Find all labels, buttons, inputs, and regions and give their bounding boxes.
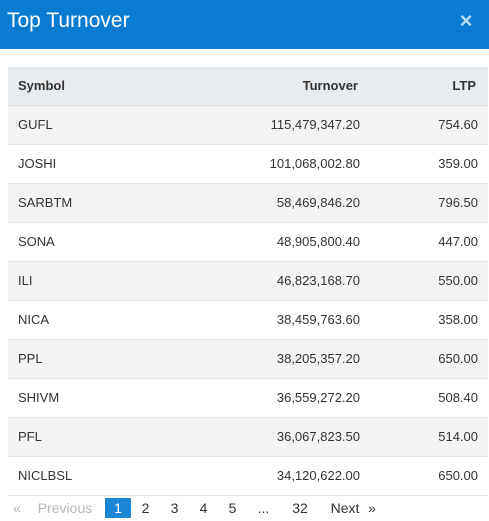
turnover-table-container: Symbol Turnover LTP GUFL 115,479,347.20 … bbox=[8, 67, 488, 496]
cell-ltp: 508.40 bbox=[360, 378, 488, 418]
previous-page-button[interactable]: Previous bbox=[37, 500, 93, 516]
cell-ltp: 550.00 bbox=[360, 261, 488, 301]
page-button-2[interactable]: 2 bbox=[141, 500, 150, 516]
cell-ltp: 650.00 bbox=[360, 456, 488, 496]
cell-symbol: GUFL bbox=[8, 105, 168, 145]
next-page-button[interactable]: Next bbox=[330, 500, 360, 516]
table-row: NICA 38,459,763.60 358.00 bbox=[8, 300, 488, 340]
cell-turnover: 58,469,846.20 bbox=[168, 183, 360, 223]
page-button-1[interactable]: 1 bbox=[105, 498, 131, 518]
cell-symbol: SHIVM bbox=[8, 378, 168, 418]
page-button-3[interactable]: 3 bbox=[170, 500, 179, 516]
cell-turnover: 101,068,002.80 bbox=[168, 144, 360, 184]
pagination: « Previous 1 2 3 4 5 ... 32 Next » bbox=[8, 497, 379, 519]
cell-ltp: 754.60 bbox=[360, 105, 488, 145]
table-row: NICLBSL 34,120,622.00 650.00 bbox=[8, 456, 488, 496]
cell-symbol: SONA bbox=[8, 222, 168, 262]
page-button-32[interactable]: 32 bbox=[292, 500, 308, 516]
cell-turnover: 46,823,168.70 bbox=[168, 261, 360, 301]
cell-symbol: NICLBSL bbox=[8, 456, 168, 496]
first-page-icon[interactable]: « bbox=[13, 500, 21, 516]
cell-turnover: 48,905,800.40 bbox=[168, 222, 360, 262]
cell-symbol: PFL bbox=[8, 417, 168, 457]
cell-turnover: 34,120,622.00 bbox=[168, 456, 360, 496]
cell-ltp: 359.00 bbox=[360, 144, 488, 184]
page-button-5[interactable]: 5 bbox=[228, 500, 237, 516]
cell-turnover: 36,067,823.50 bbox=[168, 417, 360, 457]
cell-turnover: 38,459,763.60 bbox=[168, 300, 360, 340]
table-header-row: Symbol Turnover LTP bbox=[8, 67, 488, 106]
last-page-icon[interactable]: » bbox=[368, 500, 376, 516]
table-row: ILI 46,823,168.70 550.00 bbox=[8, 261, 488, 301]
table-row: JOSHI 101,068,002.80 359.00 bbox=[8, 144, 488, 184]
cell-symbol: NICA bbox=[8, 300, 168, 340]
column-header-symbol[interactable]: Symbol bbox=[8, 67, 168, 106]
cell-turnover: 115,479,347.20 bbox=[168, 105, 360, 145]
close-icon[interactable]: × bbox=[459, 8, 473, 33]
table-row: PFL 36,067,823.50 514.00 bbox=[8, 417, 488, 457]
cell-ltp: 796.50 bbox=[360, 183, 488, 223]
table-row: SHIVM 36,559,272.20 508.40 bbox=[8, 378, 488, 418]
table-row: SONA 48,905,800.40 447.00 bbox=[8, 222, 488, 262]
cell-ltp: 358.00 bbox=[360, 300, 488, 340]
column-header-ltp[interactable]: LTP bbox=[360, 67, 488, 106]
table-row: GUFL 115,479,347.20 754.60 bbox=[8, 105, 488, 145]
table-row: PPL 38,205,357.20 650.00 bbox=[8, 339, 488, 379]
cell-symbol: JOSHI bbox=[8, 144, 168, 184]
cell-symbol: ILI bbox=[8, 261, 168, 301]
table-body: GUFL 115,479,347.20 754.60 JOSHI 101,068… bbox=[8, 105, 488, 496]
cell-ltp: 650.00 bbox=[360, 339, 488, 379]
turnover-table: Symbol Turnover LTP GUFL 115,479,347.20 … bbox=[8, 67, 488, 496]
cell-ltp: 447.00 bbox=[360, 222, 488, 262]
modal-title: Top Turnover bbox=[7, 9, 130, 32]
cell-symbol: PPL bbox=[8, 339, 168, 379]
table-header: Symbol Turnover LTP bbox=[8, 67, 488, 106]
cell-turnover: 38,205,357.20 bbox=[168, 339, 360, 379]
cell-ltp: 514.00 bbox=[360, 417, 488, 457]
table-row: SARBTM 58,469,846.20 796.50 bbox=[8, 183, 488, 223]
pagination-ellipsis: ... bbox=[257, 500, 270, 516]
cell-turnover: 36,559,272.20 bbox=[168, 378, 360, 418]
modal-header: Top Turnover × bbox=[0, 0, 489, 49]
column-header-turnover[interactable]: Turnover bbox=[168, 67, 360, 106]
cell-symbol: SARBTM bbox=[8, 183, 168, 223]
page-button-4[interactable]: 4 bbox=[199, 500, 208, 516]
